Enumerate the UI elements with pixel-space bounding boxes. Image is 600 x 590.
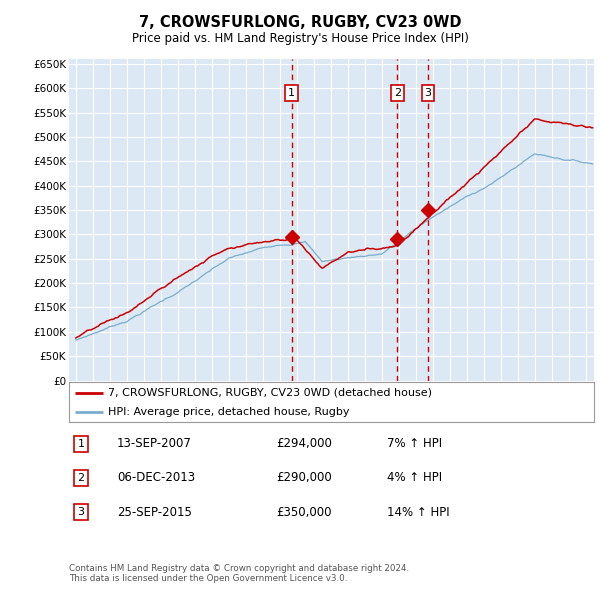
Text: 1: 1 [288, 88, 295, 98]
Text: 3: 3 [77, 507, 85, 517]
Text: 2: 2 [394, 88, 401, 98]
Text: Contains HM Land Registry data © Crown copyright and database right 2024.
This d: Contains HM Land Registry data © Crown c… [69, 563, 409, 583]
Text: £290,000: £290,000 [276, 471, 332, 484]
Text: 3: 3 [425, 88, 431, 98]
Text: 4% ↑ HPI: 4% ↑ HPI [387, 471, 442, 484]
Text: 2: 2 [77, 473, 85, 483]
Text: Price paid vs. HM Land Registry's House Price Index (HPI): Price paid vs. HM Land Registry's House … [131, 32, 469, 45]
Text: £294,000: £294,000 [276, 437, 332, 450]
Text: 1: 1 [77, 439, 85, 448]
Text: 25-SEP-2015: 25-SEP-2015 [117, 506, 192, 519]
Text: HPI: Average price, detached house, Rugby: HPI: Average price, detached house, Rugb… [109, 407, 350, 417]
Text: 7% ↑ HPI: 7% ↑ HPI [387, 437, 442, 450]
Text: 13-SEP-2007: 13-SEP-2007 [117, 437, 192, 450]
Text: £350,000: £350,000 [276, 506, 331, 519]
Text: 14% ↑ HPI: 14% ↑ HPI [387, 506, 449, 519]
Text: 7, CROWSFURLONG, RUGBY, CV23 0WD (detached house): 7, CROWSFURLONG, RUGBY, CV23 0WD (detach… [109, 388, 433, 398]
Text: 7, CROWSFURLONG, RUGBY, CV23 0WD: 7, CROWSFURLONG, RUGBY, CV23 0WD [139, 15, 461, 30]
Text: 06-DEC-2013: 06-DEC-2013 [117, 471, 195, 484]
